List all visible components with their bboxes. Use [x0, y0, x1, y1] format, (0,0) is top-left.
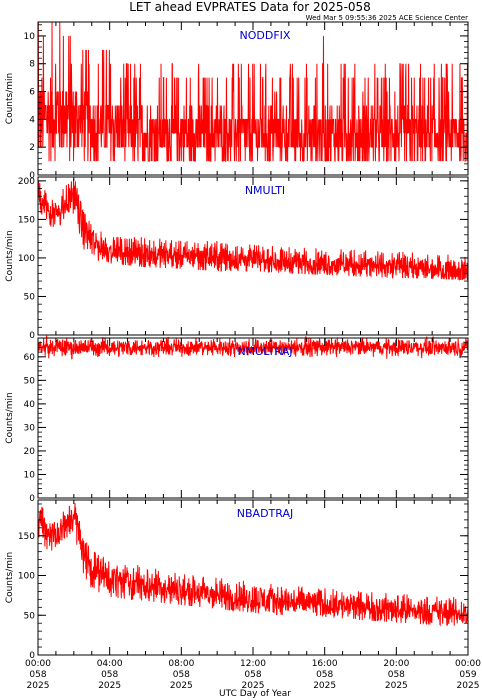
x-tick-label: 058: [244, 670, 261, 680]
x-tick-label: 058: [388, 670, 405, 680]
y-tick-label: 50: [24, 292, 36, 302]
y-tick-label: 0: [29, 651, 35, 661]
y-tick-label: 2: [29, 143, 35, 153]
panel-label: NBADTRAJ: [237, 507, 293, 520]
panel-noddfix: 0 2 4 6 8 10 Counts/min NODDFIX: [5, 21, 469, 181]
series-line-nbadtraj: [37, 503, 469, 627]
series-line-noddfix: [37, 21, 469, 162]
x-tick-label: 2025: [27, 681, 50, 691]
y-axis-label: Counts/min: [5, 552, 15, 603]
panel-nmultraj: 0 10 20 30 40 50 60 Counts/min NMULTRAJ: [5, 335, 469, 504]
series-line-nmultraj: [37, 335, 469, 360]
x-tick-label: 16:00: [312, 659, 338, 669]
y-tick-label: 50: [24, 376, 36, 386]
x-tick-label: 2025: [457, 681, 480, 691]
x-tick-label: 20:00: [383, 659, 409, 669]
y-tick-label: 50: [24, 611, 36, 621]
panel-label: NODDFIX: [240, 29, 291, 42]
plot-frame: [37, 337, 469, 499]
x-tick-label: 058: [316, 670, 333, 680]
y-tick-label: 100: [18, 572, 35, 582]
x-tick-label: 00:00: [25, 659, 51, 669]
x-tick-label: 2025: [170, 681, 193, 691]
y-axis-label: Counts/min: [5, 230, 15, 281]
x-axis-label: UTC Day of Year: [219, 689, 291, 699]
figure-title: LET ahead EVPRATES Data for 2025-058: [129, 0, 371, 14]
y-tick-label: 200: [18, 177, 35, 187]
y-axis-label: Counts/min: [5, 73, 15, 124]
y-tick-label: 4: [29, 115, 35, 125]
y-tick-label: 60: [24, 353, 36, 363]
x-tick-label: 12:00: [240, 659, 266, 669]
x-tick-label: 2025: [98, 681, 121, 691]
y-tick-label: 150: [18, 215, 35, 225]
panel-nbadtraj: 050100150Counts/minNBADTRAJ00:0005820250…: [5, 499, 481, 691]
y-tick-label: 40: [24, 400, 36, 410]
x-tick-label: 058: [29, 670, 46, 680]
x-tick-label: 2025: [242, 681, 265, 691]
x-tick-label: 04:00: [97, 659, 123, 669]
y-tick-label: 0: [29, 171, 35, 181]
y-tick-label: 0: [29, 494, 35, 504]
x-tick-label: 00:00: [455, 659, 481, 669]
y-tick-label: 6: [29, 88, 35, 98]
x-tick-label: 059: [459, 670, 476, 680]
x-tick-label: 058: [101, 670, 118, 680]
y-tick-label: 100: [18, 254, 35, 264]
y-tick-label: 10: [24, 32, 36, 42]
y-tick-label: 8: [29, 60, 35, 70]
x-tick-label: 2025: [313, 681, 336, 691]
series-line-nmulti: [37, 178, 469, 281]
panels: 0246810Counts/minNODDFIX050100150200Coun…: [5, 21, 481, 691]
panel-nmulti: 0 50 100 150 200 Counts/min NMULTI: [5, 176, 469, 341]
y-axis-label: Counts/min: [5, 392, 15, 443]
x-tick-label: 2025: [385, 681, 408, 691]
y-tick-label: 30: [24, 423, 36, 433]
y-tick-label: 10: [24, 470, 36, 480]
y-tick-label: 20: [24, 447, 36, 457]
panel-label: NMULTRAJ: [237, 345, 292, 358]
x-tick-label: 058: [173, 670, 190, 680]
panel-label: NMULTI: [245, 184, 285, 197]
y-tick-label: 0: [29, 331, 35, 341]
timestamp-stamp: Wed Mar 5 09:55:36 2025 ACE Science Cent…: [306, 14, 469, 22]
x-tick-label: 08:00: [168, 659, 194, 669]
y-tick-label: 150: [18, 532, 35, 542]
